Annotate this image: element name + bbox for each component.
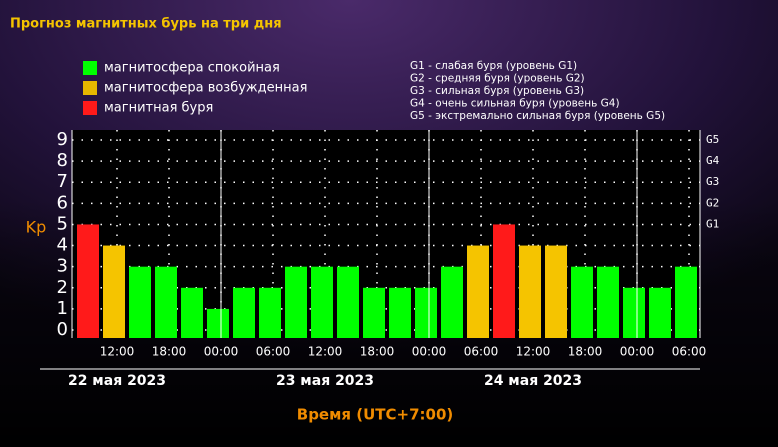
x-tick-label: 18:00: [568, 345, 603, 359]
x-tick-label: 00:00: [620, 345, 655, 359]
bar: [649, 287, 671, 338]
y-tick-label: 6: [57, 192, 68, 213]
bar: [259, 287, 281, 338]
y-tick-label: 0: [57, 319, 68, 340]
y-tick-label: 2: [57, 277, 68, 298]
x-tick-label: 00:00: [204, 345, 239, 359]
x-axis-label: Время (UTC+7:00): [297, 406, 453, 424]
date-label: 22 мая 2023: [68, 373, 166, 389]
legend-swatch: [83, 101, 97, 115]
bar: [675, 266, 697, 338]
y-tick-label: 7: [57, 171, 68, 192]
y2-tick-label: G2: [706, 196, 719, 209]
y-axis-label: Kp: [26, 218, 47, 237]
bar: [389, 287, 411, 338]
bar: [545, 245, 567, 338]
y2-tick-label: G5: [706, 133, 719, 146]
bar: [493, 224, 515, 338]
x-tick-label: 12:00: [100, 345, 135, 359]
bar: [129, 266, 151, 338]
storm-level-note: G2 - средняя буря (уровень G2): [410, 73, 585, 85]
bar: [441, 266, 463, 338]
chart-title: Прогноз магнитных бурь на три дня: [10, 17, 282, 32]
y-tick-label: 5: [57, 213, 68, 234]
legend-swatch: [83, 81, 97, 95]
y-tick-label: 1: [57, 298, 68, 319]
date-label: 23 мая 2023: [276, 373, 374, 389]
y2-tick-label: G4: [706, 154, 720, 167]
y-tick-label: 4: [57, 235, 68, 256]
bar: [363, 287, 385, 338]
bar: [467, 245, 489, 338]
y2-tick-label: G3: [706, 175, 719, 188]
bar: [415, 287, 437, 338]
legend-swatch: [83, 61, 97, 75]
bar: [311, 266, 333, 338]
y-tick-label: 9: [57, 129, 68, 150]
x-tick-label: 06:00: [464, 345, 499, 359]
x-tick-label: 18:00: [152, 345, 187, 359]
bar: [181, 287, 203, 338]
legend-label: магнитосфера спокойная: [104, 61, 280, 76]
x-tick-label: 06:00: [256, 345, 291, 359]
date-label: 24 мая 2023: [484, 373, 582, 389]
bar: [155, 266, 177, 338]
legend-label: магнитная буря: [104, 101, 213, 116]
y-tick-label: 3: [57, 256, 68, 277]
bar: [597, 266, 619, 338]
x-tick-label: 12:00: [516, 345, 551, 359]
x-tick-label: 06:00: [672, 345, 707, 359]
y2-tick-label: G1: [706, 217, 719, 230]
bar: [207, 308, 229, 338]
storm-level-note: G1 - слабая буря (уровень G1): [410, 60, 577, 72]
plot: [72, 130, 700, 338]
bar: [285, 266, 307, 338]
bar: [519, 245, 541, 338]
bar: [623, 287, 645, 338]
x-tick-label: 00:00: [412, 345, 447, 359]
storm-level-note: G5 - экстремально сильная буря (уровень …: [410, 110, 665, 122]
bar: [77, 224, 99, 338]
storm-level-note: G4 - очень сильная буря (уровень G4): [410, 98, 620, 110]
bar: [103, 245, 125, 338]
bar: [571, 266, 593, 338]
bar: [233, 287, 255, 338]
legend-label: магнитосфера возбужденная: [104, 81, 307, 96]
bar: [337, 266, 359, 338]
storm-level-note: G3 - сильная буря (уровень G3): [410, 85, 584, 97]
x-tick-label: 12:00: [308, 345, 343, 359]
x-tick-label: 18:00: [360, 345, 395, 359]
y-tick-label: 8: [57, 150, 68, 171]
